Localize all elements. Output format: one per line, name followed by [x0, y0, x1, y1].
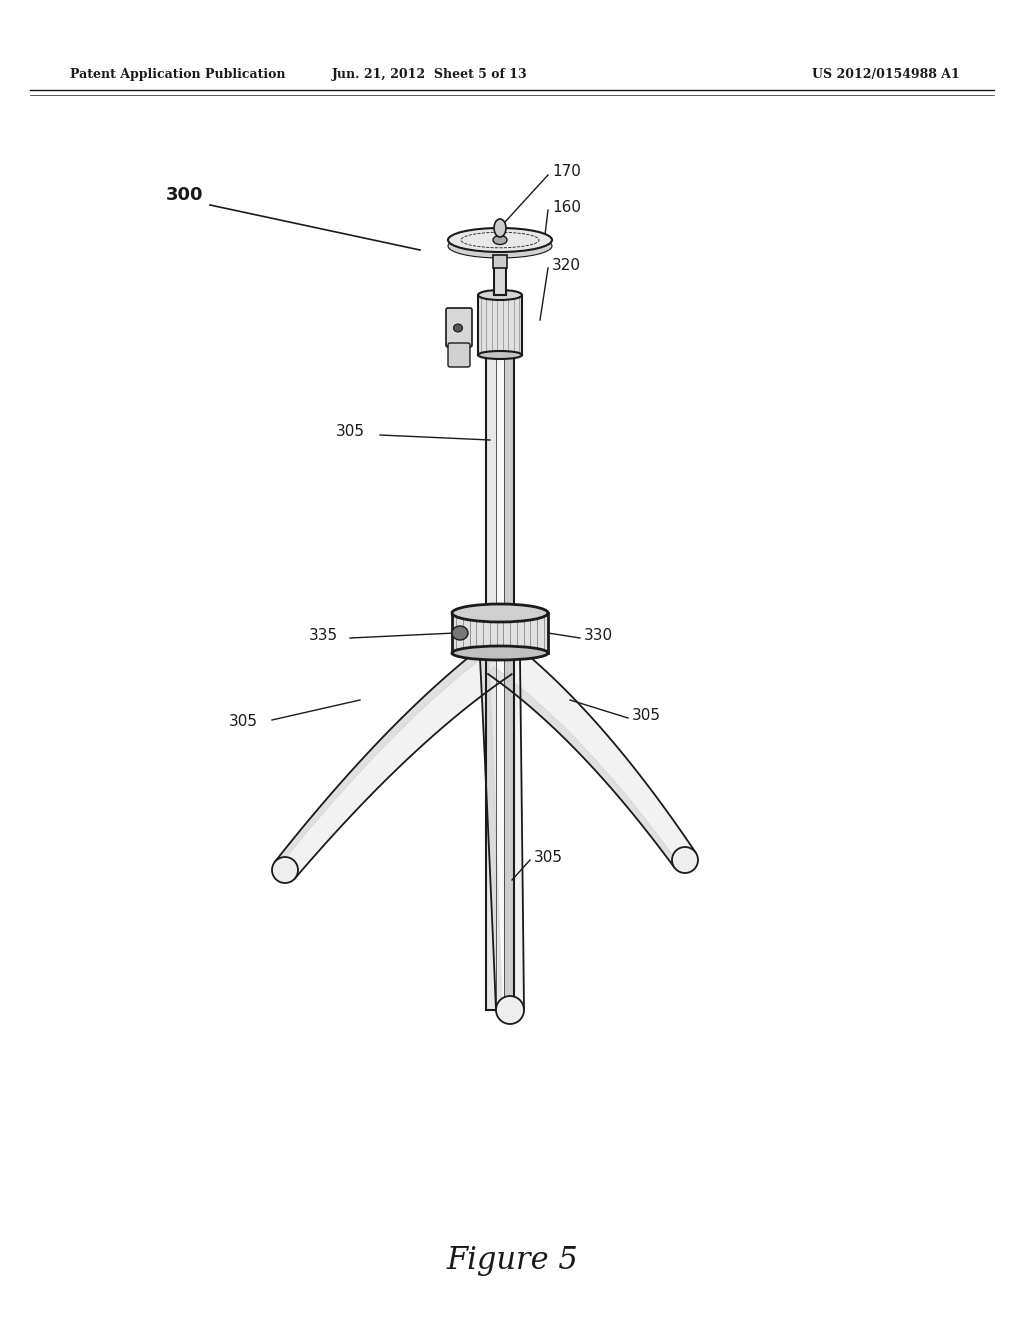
Text: Figure 5: Figure 5 — [446, 1245, 578, 1275]
Text: 305: 305 — [336, 425, 365, 440]
Ellipse shape — [449, 228, 552, 252]
Text: 160: 160 — [552, 201, 581, 215]
Polygon shape — [486, 653, 496, 1010]
Circle shape — [272, 857, 298, 883]
Circle shape — [496, 997, 524, 1024]
Polygon shape — [488, 667, 679, 867]
Ellipse shape — [452, 626, 468, 640]
Text: 305: 305 — [229, 714, 258, 730]
Polygon shape — [494, 265, 506, 294]
Polygon shape — [504, 653, 514, 1010]
FancyBboxPatch shape — [446, 308, 472, 347]
Polygon shape — [275, 642, 512, 878]
Ellipse shape — [478, 351, 522, 359]
Polygon shape — [496, 653, 504, 1010]
Text: 320: 320 — [552, 257, 581, 272]
Polygon shape — [488, 642, 695, 867]
Circle shape — [672, 847, 698, 873]
Text: Jun. 21, 2012  Sheet 5 of 13: Jun. 21, 2012 Sheet 5 of 13 — [332, 69, 527, 81]
FancyBboxPatch shape — [449, 343, 470, 367]
Polygon shape — [493, 255, 507, 268]
Text: 335: 335 — [309, 628, 338, 644]
Polygon shape — [504, 310, 514, 620]
Text: US 2012/0154988 A1: US 2012/0154988 A1 — [812, 69, 961, 81]
Text: Patent Application Publication: Patent Application Publication — [70, 69, 286, 81]
Polygon shape — [452, 612, 548, 653]
Text: 170: 170 — [552, 165, 581, 180]
Ellipse shape — [493, 235, 507, 244]
Ellipse shape — [452, 605, 548, 622]
Text: 305: 305 — [534, 850, 563, 866]
Ellipse shape — [454, 323, 463, 333]
Ellipse shape — [452, 645, 548, 660]
Polygon shape — [480, 657, 524, 1010]
Ellipse shape — [449, 234, 552, 257]
Polygon shape — [486, 310, 496, 620]
Polygon shape — [478, 294, 522, 355]
Text: 305: 305 — [632, 709, 662, 723]
Ellipse shape — [494, 219, 506, 238]
Polygon shape — [275, 642, 494, 866]
Text: 330: 330 — [584, 628, 613, 644]
Polygon shape — [480, 659, 503, 1010]
Text: 300: 300 — [166, 186, 204, 205]
Ellipse shape — [478, 290, 522, 300]
Polygon shape — [496, 310, 504, 620]
